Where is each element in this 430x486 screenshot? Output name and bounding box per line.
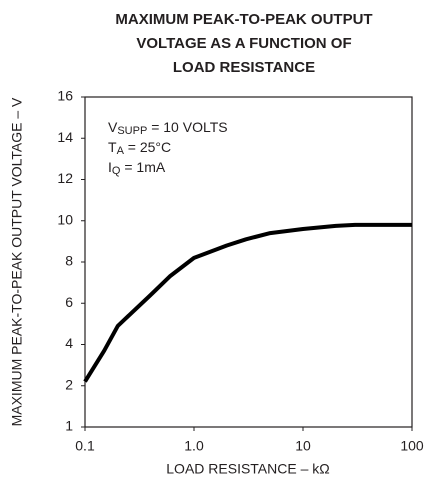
y-axis-label: MAXIMUM PEAK-TO-PEAK OUTPUT VOLTAGE – V xyxy=(9,97,25,426)
x-axis-label: LOAD RESISTANCE – kΩ xyxy=(166,461,329,477)
y-tick-label: 16 xyxy=(57,88,73,104)
annotation-main: I xyxy=(108,159,112,175)
x-tick-label: 10 xyxy=(295,438,311,454)
annotation-rest: = 10 VOLTS xyxy=(147,119,227,135)
x-tick-label: 1.0 xyxy=(184,438,204,454)
y-tick-label: 1 xyxy=(65,418,73,434)
y-tick-label: 8 xyxy=(65,253,73,269)
annotation-sub: SUPP xyxy=(117,125,147,137)
annotation-rest: = 25°C xyxy=(124,139,171,155)
annotation-main: T xyxy=(108,139,117,155)
y-tick-label: 10 xyxy=(57,211,73,227)
y-tick-label: 14 xyxy=(57,129,73,145)
x-tick-label: 100 xyxy=(400,438,424,454)
annotation: TA = 25°C xyxy=(108,139,171,157)
annotation-main: V xyxy=(108,119,118,135)
chart-title: LOAD RESISTANCE xyxy=(173,59,315,76)
chart-title: MAXIMUM PEAK-TO-PEAK OUTPUT xyxy=(115,11,372,28)
chart-title: VOLTAGE AS A FUNCTION OF xyxy=(136,35,351,52)
y-tick-label: 4 xyxy=(65,335,73,351)
y-tick-label: 6 xyxy=(65,294,73,310)
data-line xyxy=(83,222,412,383)
annotation-sub: A xyxy=(117,145,125,157)
annotation: IQ = 1mA xyxy=(108,159,166,177)
x-tick-label: 0.1 xyxy=(75,438,95,454)
y-tick-label: 12 xyxy=(57,170,73,186)
y-tick-label: 2 xyxy=(65,376,73,392)
annotation-rest: = 1mA xyxy=(120,159,165,175)
annotation: VSUPP = 10 VOLTS xyxy=(108,119,228,137)
annotation-sub: Q xyxy=(112,165,121,177)
